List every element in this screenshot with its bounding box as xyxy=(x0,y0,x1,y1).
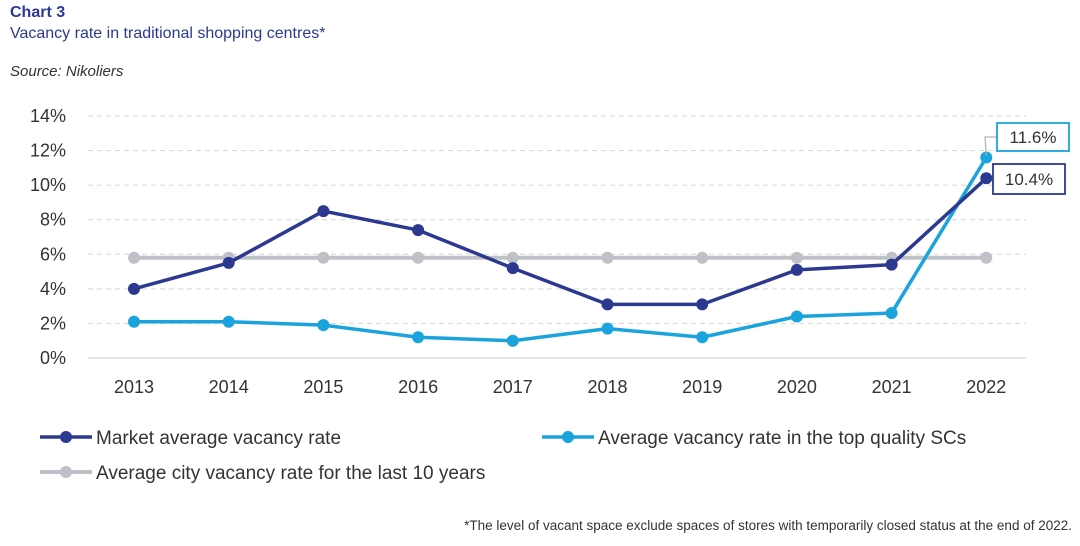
data-point xyxy=(506,262,519,275)
chart-source: Source: Nikoliers xyxy=(10,63,124,80)
y-tick-label: 14% xyxy=(30,106,66,126)
y-tick-label: 0% xyxy=(40,348,66,368)
y-tick-label: 8% xyxy=(40,210,66,230)
legend-swatch-marker xyxy=(60,431,72,443)
callout-label: 10.4% xyxy=(1005,170,1053,189)
data-point xyxy=(790,310,803,323)
data-point xyxy=(128,251,140,264)
data-point xyxy=(980,251,993,264)
data-point xyxy=(790,251,803,264)
data-point xyxy=(980,151,993,164)
y-tick-label: 2% xyxy=(40,313,66,333)
legend-swatch-marker xyxy=(60,466,72,478)
data-point xyxy=(506,251,519,264)
data-point xyxy=(412,331,425,344)
series-line xyxy=(133,176,988,307)
callout-leader xyxy=(984,136,997,156)
y-axis-ticks: 0% 2% 4% 6% 8% 10% 12% 14% xyxy=(30,106,66,368)
data-point xyxy=(128,282,140,295)
data-point xyxy=(412,224,425,237)
y-tick-label: 10% xyxy=(30,175,66,195)
data-point xyxy=(317,205,330,218)
series-group xyxy=(128,151,993,347)
data-point xyxy=(222,256,235,269)
legend-label: Average vacancy rate in the top quality … xyxy=(598,428,966,449)
y-tick-label: 4% xyxy=(40,279,66,299)
callouts: 11.6% 10.4% xyxy=(984,122,1070,195)
y-tick-label: 12% xyxy=(30,141,66,161)
footnote: *The level of vacant space exclude space… xyxy=(464,518,1072,533)
data-point xyxy=(885,307,898,320)
data-point xyxy=(317,251,330,264)
series-line xyxy=(134,156,988,343)
legend-label: Market average vacancy rate xyxy=(96,428,341,449)
data-point xyxy=(506,334,519,347)
data-point xyxy=(885,258,898,271)
data-point xyxy=(696,331,709,344)
data-point xyxy=(696,251,709,264)
callout-box xyxy=(996,122,1070,152)
x-tick-label: 2022 xyxy=(966,377,1006,397)
x-tick-label: 2019 xyxy=(682,377,722,397)
x-tick-label: 2021 xyxy=(872,377,912,397)
data-point xyxy=(790,263,803,276)
x-tick-label: 2017 xyxy=(493,377,533,397)
legend-label: Average city vacancy rate for the last 1… xyxy=(96,463,485,484)
data-point xyxy=(980,172,993,185)
x-tick-label: 2015 xyxy=(303,377,343,397)
chart-number: Chart 3 xyxy=(10,4,66,21)
callout-label: 11.6% xyxy=(1010,128,1057,147)
data-point xyxy=(128,315,140,328)
y-tick-label: 6% xyxy=(40,244,66,264)
data-point xyxy=(412,251,425,264)
data-point xyxy=(601,298,614,311)
data-point xyxy=(222,315,235,328)
chart-title: Vacancy rate in traditional shopping cen… xyxy=(10,25,326,42)
callout-box xyxy=(992,163,1066,195)
x-tick-label: 2016 xyxy=(398,377,438,397)
legend: Market average vacancy rate Average vacan… xyxy=(40,428,966,484)
data-point xyxy=(601,251,614,264)
x-tick-label: 2013 xyxy=(114,377,154,397)
x-tick-label: 2018 xyxy=(587,377,627,397)
legend-swatch-marker xyxy=(562,431,574,443)
data-point xyxy=(317,319,330,332)
x-axis-ticks: 2013 2014 2015 2016 2017 2018 2019 2020 2021 2022 xyxy=(114,377,1006,397)
data-point xyxy=(601,322,614,335)
x-tick-label: 2020 xyxy=(777,377,817,397)
data-point xyxy=(696,298,709,311)
x-tick-label: 2014 xyxy=(209,377,249,397)
